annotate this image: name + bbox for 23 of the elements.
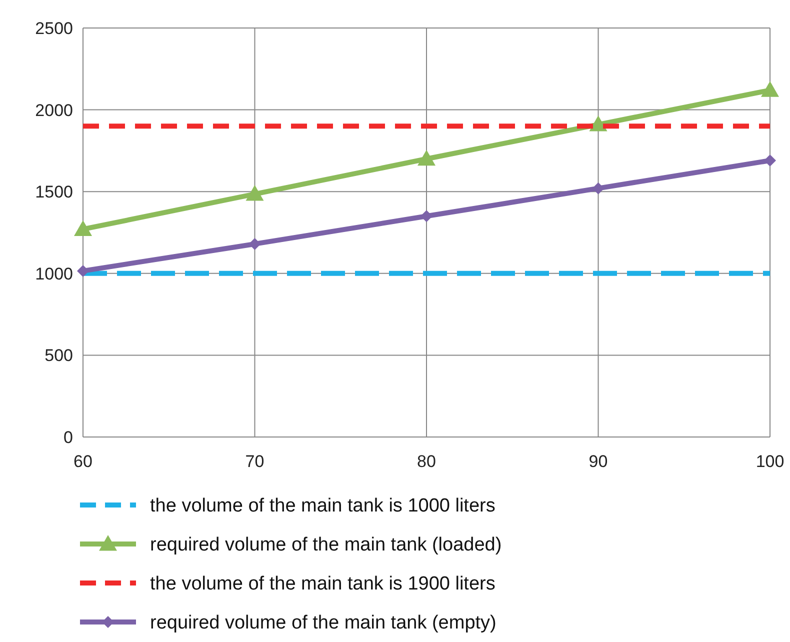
point bbox=[74, 220, 92, 236]
y-tick-label: 2000 bbox=[35, 100, 73, 120]
point bbox=[248, 238, 261, 250]
point bbox=[246, 185, 264, 201]
legend-label: required volume of the main tank (empty) bbox=[150, 612, 496, 634]
legend-label: required volume of the main tank (loaded) bbox=[150, 534, 502, 556]
x-tick-label: 60 bbox=[74, 452, 92, 471]
legend-label: the volume of the main tank is 1000 liters bbox=[150, 496, 496, 517]
y-tick-label: 500 bbox=[44, 346, 73, 366]
point bbox=[77, 264, 89, 277]
x-tick-label: 70 bbox=[245, 452, 264, 471]
point bbox=[761, 81, 779, 97]
point bbox=[589, 116, 608, 132]
y-tick-label: 1500 bbox=[35, 182, 73, 202]
legend-label: the volume of the main tank is 1900 liters bbox=[150, 574, 496, 595]
point bbox=[764, 154, 776, 167]
y-tick-label: 1000 bbox=[35, 264, 73, 284]
y-tick-label: 0 bbox=[64, 428, 73, 447]
point bbox=[418, 150, 436, 166]
x-tick-label: 100 bbox=[756, 452, 784, 471]
y-tick-label: 2500 bbox=[35, 18, 73, 38]
x-tick-label: 80 bbox=[417, 452, 436, 471]
x-tick-label: 90 bbox=[588, 452, 608, 471]
